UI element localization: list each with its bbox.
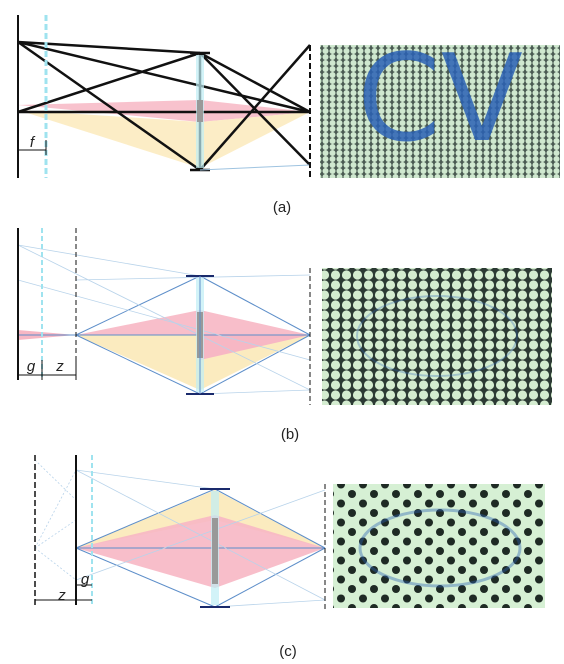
panel-label: (b) bbox=[281, 426, 299, 443]
annotation: f bbox=[30, 134, 36, 151]
panel-a: f CV (a) bbox=[18, 15, 560, 216]
panel-c: z g (c) bbox=[35, 455, 545, 660]
image-text: CV bbox=[357, 30, 523, 169]
annotation: g bbox=[81, 571, 90, 588]
panel-label: (c) bbox=[279, 643, 297, 660]
annotation: z bbox=[57, 587, 66, 604]
annotation: g bbox=[27, 358, 36, 375]
panel-b: g z (b) bbox=[18, 228, 552, 443]
annotation: z bbox=[55, 358, 64, 375]
panel-label: (a) bbox=[273, 199, 291, 216]
figure: f CV (a) g z (b) bbox=[0, 0, 564, 664]
